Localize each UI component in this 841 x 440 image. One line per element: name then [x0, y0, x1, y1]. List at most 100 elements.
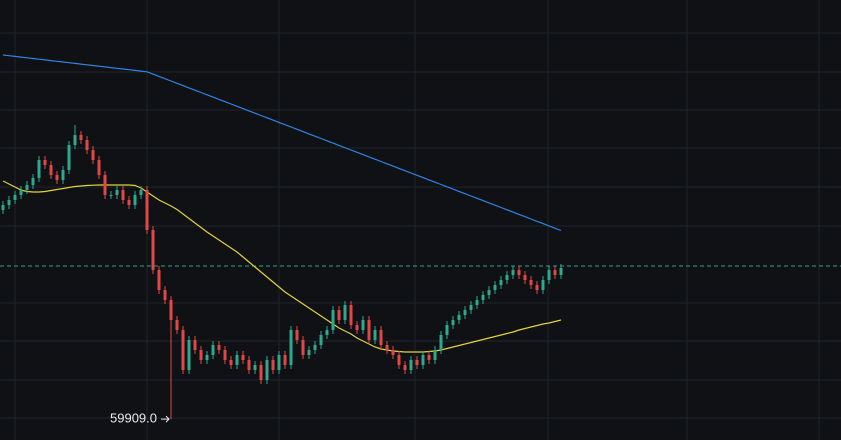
candle [37, 156, 41, 182]
candle-body [367, 320, 371, 340]
candle-body [211, 345, 215, 355]
candle [199, 346, 203, 364]
candle-body [331, 310, 335, 330]
candle [91, 146, 95, 164]
candle [301, 336, 305, 359]
candle [169, 296, 173, 420]
candle [211, 341, 215, 359]
candle [157, 266, 161, 294]
candle [193, 336, 197, 354]
candle-body [283, 355, 287, 365]
candle-body [505, 275, 509, 280]
candle-body [253, 365, 257, 370]
candle-body [445, 325, 449, 335]
candle [439, 331, 443, 354]
candle-body [55, 175, 59, 180]
candle [475, 296, 479, 309]
candle-body [37, 160, 41, 178]
candle [397, 351, 401, 369]
candle [109, 191, 113, 199]
candle-body [487, 290, 491, 295]
candle-body [553, 270, 557, 275]
candle [253, 361, 257, 374]
candle [367, 316, 371, 344]
candle-body [49, 165, 53, 175]
candle [259, 361, 263, 384]
candle [349, 301, 353, 329]
candle-body [121, 190, 125, 200]
candle [547, 266, 551, 284]
candle [487, 286, 491, 299]
candle-body [529, 280, 533, 285]
candle-body [271, 360, 275, 370]
candle [163, 286, 167, 304]
candle-body [235, 355, 239, 365]
candle-body [247, 360, 251, 370]
candle-body [139, 190, 143, 195]
candle-body [145, 190, 149, 230]
candle-body [457, 315, 461, 320]
candle [145, 186, 149, 234]
candle [175, 316, 179, 334]
candle [61, 166, 65, 184]
candle-body [475, 300, 479, 305]
candle [295, 326, 299, 344]
candle-body [259, 365, 263, 380]
candle [115, 186, 119, 199]
candle-body [157, 270, 161, 290]
candle-body [1, 205, 5, 210]
candle [19, 186, 23, 199]
candle [43, 156, 47, 169]
candle-body [307, 350, 311, 355]
candle-body [319, 335, 323, 345]
candle [361, 316, 365, 334]
candle [379, 326, 383, 349]
candle [355, 321, 359, 334]
candle [415, 356, 419, 369]
candle [409, 356, 413, 374]
candle [319, 331, 323, 349]
candle [133, 191, 137, 209]
candle-body [523, 275, 527, 280]
candle-body [355, 325, 359, 330]
low-arrow [161, 415, 170, 423]
candle-body [397, 355, 401, 365]
candle [385, 341, 389, 354]
candle [187, 336, 191, 374]
candle [139, 186, 143, 199]
candle [79, 131, 83, 144]
candle-body [499, 280, 503, 285]
candle-body [481, 295, 485, 300]
candle [535, 281, 539, 294]
candle-body [91, 150, 95, 160]
candle [481, 291, 485, 304]
candle-body [19, 190, 23, 195]
candle-body [403, 365, 407, 370]
candle [307, 346, 311, 359]
candle [403, 361, 407, 374]
candle-body [301, 340, 305, 355]
candle-body [223, 350, 227, 360]
candle-body [439, 335, 443, 350]
candle-body [169, 300, 173, 320]
candle [457, 311, 461, 324]
candle-body [385, 345, 389, 350]
candle [499, 276, 503, 289]
candle [553, 266, 557, 279]
candle-body [277, 355, 281, 370]
candle [49, 161, 53, 179]
candle-body [559, 268, 563, 275]
candle [205, 351, 209, 364]
candle [343, 301, 347, 324]
candle [523, 271, 527, 284]
candle-body [421, 355, 425, 365]
candle [241, 351, 245, 364]
candle [391, 346, 395, 359]
candle [103, 171, 107, 199]
candle-body [535, 285, 539, 290]
candle [127, 196, 131, 209]
candle [13, 191, 17, 204]
candle [283, 351, 287, 369]
candle [277, 351, 281, 374]
